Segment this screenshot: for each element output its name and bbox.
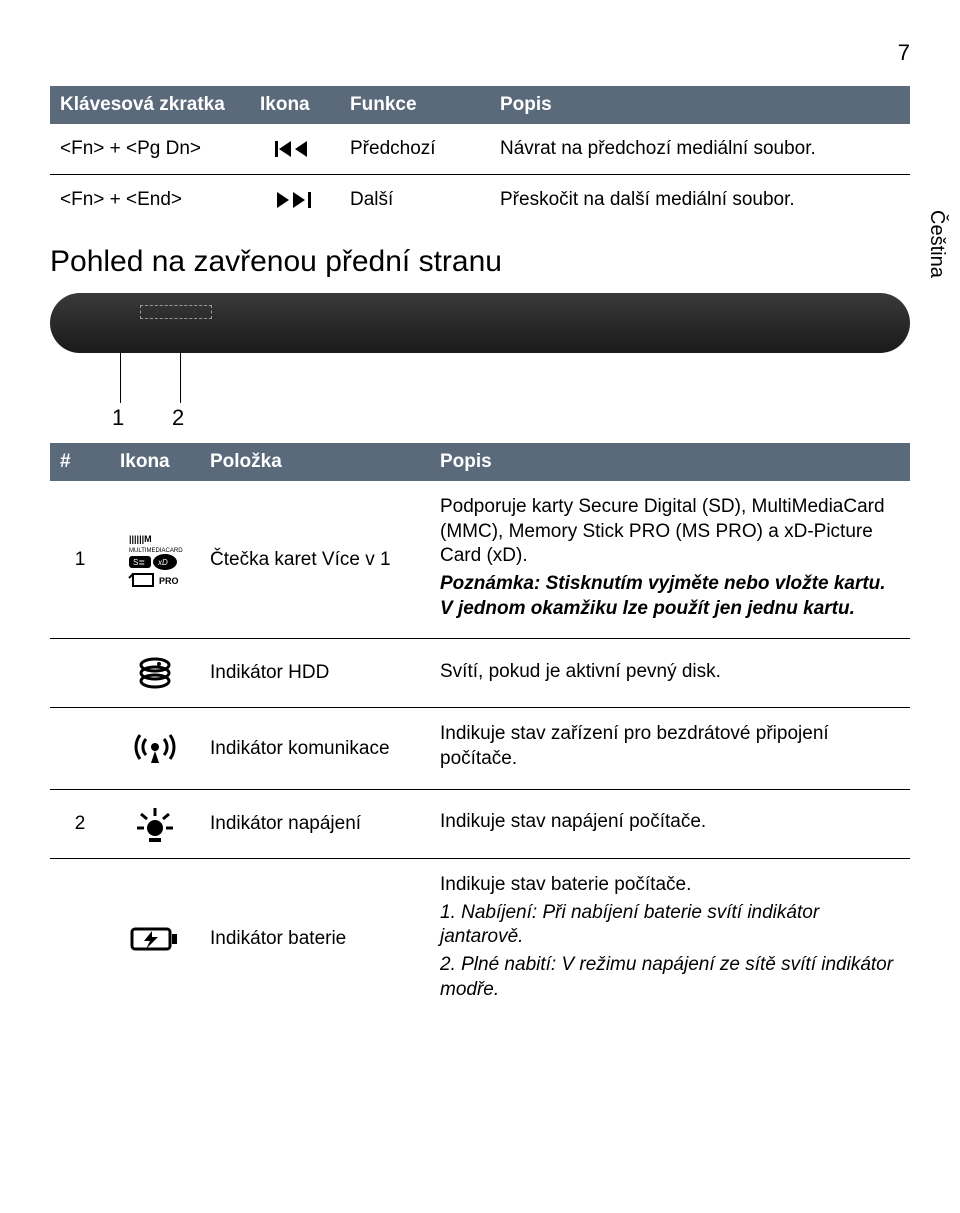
- col-item: Položka: [200, 443, 430, 481]
- num-cell: 1: [50, 481, 110, 639]
- col-desc: Popis: [430, 443, 910, 481]
- col-func: Funkce: [340, 86, 490, 124]
- svg-text:PRO: PRO: [159, 576, 179, 586]
- svg-text:MULTIMEDIACARD: MULTIMEDIACARD: [129, 548, 183, 554]
- shortcut-cell: <Fn> + <End>: [50, 175, 250, 226]
- item-cell: Indikátor baterie: [200, 858, 430, 1019]
- shortcut-cell: <Fn> + <Pg Dn>: [50, 124, 250, 175]
- num-cell: [50, 708, 110, 789]
- hdd-icon: [110, 639, 200, 708]
- page-number: 7: [50, 40, 910, 66]
- col-icon: Ikona: [250, 86, 340, 124]
- table-row: 2 Indikátor napájení Indikuje stav napáj…: [50, 789, 910, 858]
- desc-cell: Indikuje stav baterie počítače. 1. Nabíj…: [430, 858, 910, 1019]
- battery-icon: [110, 858, 200, 1019]
- shortcut-table: Klávesová zkratka Ikona Funkce Popis <Fn…: [50, 86, 910, 225]
- col-icon: Ikona: [110, 443, 200, 481]
- num-cell: 2: [50, 789, 110, 858]
- wifi-icon: [110, 708, 200, 789]
- table-row: <Fn> + <End> Další Přeskočit na další me…: [50, 175, 910, 226]
- item-cell: Čtečka karet Více v 1: [200, 481, 430, 639]
- table-row: <Fn> + <Pg Dn> Předchozí Návrat na předc…: [50, 124, 910, 175]
- table-row: 1 ||||||M MULTIMEDIACARD S≣ xD PRO Čtečk…: [50, 481, 910, 639]
- num-cell: [50, 858, 110, 1019]
- svg-text:S≣: S≣: [133, 558, 145, 567]
- table-row: Indikátor baterie Indikuje stav baterie …: [50, 858, 910, 1019]
- func-cell: Další: [340, 175, 490, 226]
- section-title: Pohled na zavřenou přední stranu: [50, 245, 910, 279]
- callout-lines: 1 2: [50, 353, 910, 433]
- col-shortcut: Klávesová zkratka: [50, 86, 250, 124]
- desc-cell: Návrat na předchozí mediální soubor.: [490, 124, 910, 175]
- desc-cell: Přeskočit na další mediální soubor.: [490, 175, 910, 226]
- laptop-front-image: [50, 293, 910, 353]
- num-cell: [50, 639, 110, 708]
- prev-icon: [250, 124, 340, 175]
- col-num: #: [50, 443, 110, 481]
- item-cell: Indikátor napájení: [200, 789, 430, 858]
- item-cell: Indikátor HDD: [200, 639, 430, 708]
- card-reader-icon: ||||||M MULTIMEDIACARD S≣ xD PRO: [110, 481, 200, 639]
- svg-text:||||||M: ||||||M: [129, 534, 152, 544]
- power-light-icon: [110, 789, 200, 858]
- desc-cell: Indikuje stav napájení počítače.: [430, 789, 910, 858]
- table-row: Indikátor komunikace Indikuje stav zaříz…: [50, 708, 910, 789]
- desc-cell: Svítí, pokud je aktivní pevný disk.: [430, 639, 910, 708]
- svg-text:xD: xD: [157, 558, 168, 567]
- table-row: Indikátor HDD Svítí, pokud je aktivní pe…: [50, 639, 910, 708]
- item-cell: Indikátor komunikace: [200, 708, 430, 789]
- callout-number: 2: [172, 405, 184, 431]
- language-side-label: Čeština: [925, 210, 948, 278]
- component-table: # Ikona Položka Popis 1 ||||||M MULTIMED…: [50, 443, 910, 1019]
- callout-number: 1: [112, 405, 124, 431]
- func-cell: Předchozí: [340, 124, 490, 175]
- desc-cell: Podporuje karty Secure Digital (SD), Mul…: [430, 481, 910, 639]
- next-icon: [250, 175, 340, 226]
- desc-cell: Indikuje stav zařízení pro bezdrátové př…: [430, 708, 910, 789]
- col-desc: Popis: [490, 86, 910, 124]
